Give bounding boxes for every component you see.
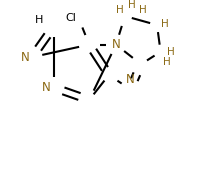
Text: H: H	[166, 47, 173, 57]
Text: H: H	[160, 19, 168, 29]
Text: H: H	[35, 15, 43, 25]
Text: N: N	[125, 73, 134, 86]
Text: H: H	[138, 5, 146, 15]
Text: H: H	[115, 5, 123, 15]
Text: H: H	[128, 0, 135, 10]
Text: N: N	[111, 38, 120, 51]
Text: H: H	[162, 57, 170, 67]
Text: N: N	[42, 81, 51, 94]
Text: N: N	[21, 51, 29, 64]
Text: Cl: Cl	[66, 13, 76, 23]
